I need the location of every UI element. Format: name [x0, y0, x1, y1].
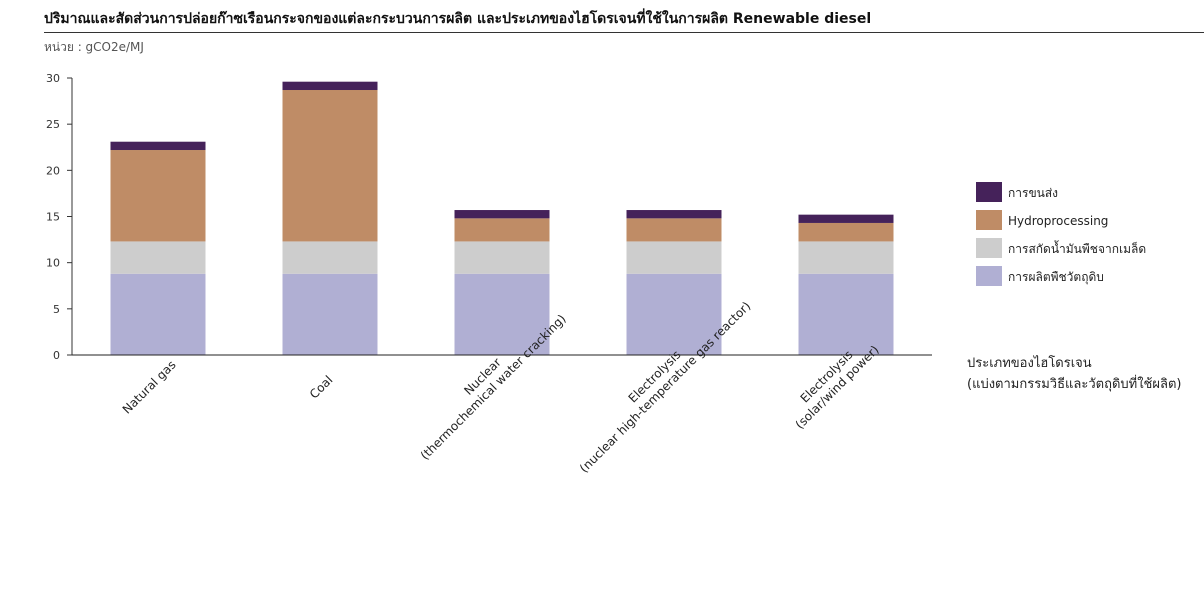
bar-segment-4-cat-5	[798, 214, 894, 223]
bar-segment-4-cat-3	[454, 210, 550, 219]
x-tick-label-line: Coal	[307, 373, 336, 402]
y-tick-label: 15	[46, 211, 60, 224]
y-tick-label: 30	[46, 72, 60, 85]
x-axis-title: ประเภทของไฮโดรเจน (แบ่งตามกรรมวิธีและวัตถ…	[967, 355, 1181, 392]
bar-segment-3-cat-5	[798, 222, 894, 242]
legend-label: การผลิตพืชวัตถุดิบ	[1008, 270, 1104, 285]
bar-segment-1-cat-1	[110, 273, 206, 355]
legend-swatch	[976, 182, 1002, 202]
x-tick-label-line: Natural gas	[120, 358, 179, 417]
unit-label: หน่วย : gCO2e/MJ	[44, 40, 144, 54]
x-axis-title-line: ประเภทของไฮโดรเจน	[967, 355, 1092, 371]
bar-segment-2-cat-1	[110, 241, 206, 274]
bar-segment-3-cat-4	[626, 218, 722, 242]
legend-swatch	[976, 210, 1002, 230]
y-axis: 0 5 10 15 20 25 30	[46, 72, 73, 362]
bar-segment-2-cat-3	[454, 241, 550, 274]
bar-segment-1-cat-5	[798, 273, 894, 355]
title-divider	[44, 32, 1204, 33]
x-tick-label: Coal	[307, 373, 336, 402]
bar-segment-4-cat-4	[626, 210, 722, 219]
bar-segment-1-cat-3	[454, 273, 550, 355]
bar-segment-2-cat-2	[282, 241, 378, 274]
y-tick-label: 10	[46, 257, 60, 270]
bar-segment-2-cat-5	[798, 241, 894, 274]
bar-segment-1-cat-2	[282, 273, 378, 355]
legend-label: Hydroprocessing	[1008, 214, 1108, 228]
legend-label: การขนส่ง	[1008, 186, 1058, 200]
legend-swatch	[976, 266, 1002, 286]
y-tick-label: 5	[53, 303, 60, 316]
y-tick-label: 0	[53, 349, 60, 362]
chart-title: ปริมาณและสัดส่วนการปล่อยก๊าซเรือนกระจกขอ…	[44, 11, 872, 27]
y-tick-label: 25	[46, 118, 60, 131]
legend-label: การสกัดน้ำมันพืชจากเมล็ด	[1008, 240, 1146, 256]
bars	[110, 81, 894, 355]
legend: การขนส่ง Hydroprocessing การสกัดน้ำมันพืชจ…	[976, 182, 1146, 286]
bar-segment-4-cat-1	[110, 141, 206, 151]
bar-segment-3-cat-2	[282, 90, 378, 242]
bar-segment-4-cat-2	[282, 81, 378, 91]
y-tick-label: 20	[46, 164, 60, 177]
bar-segment-3-cat-1	[110, 150, 206, 242]
bar-segment-2-cat-4	[626, 241, 722, 274]
bar-segment-3-cat-3	[454, 218, 550, 242]
legend-swatch	[976, 238, 1002, 258]
x-axis-title-line: (แบ่งตามกรรมวิธีและวัตถุดิบที่ใช้ผลิต)	[967, 375, 1181, 392]
bar-segment-1-cat-4	[626, 273, 722, 355]
x-tick-label: Natural gas	[120, 358, 179, 417]
